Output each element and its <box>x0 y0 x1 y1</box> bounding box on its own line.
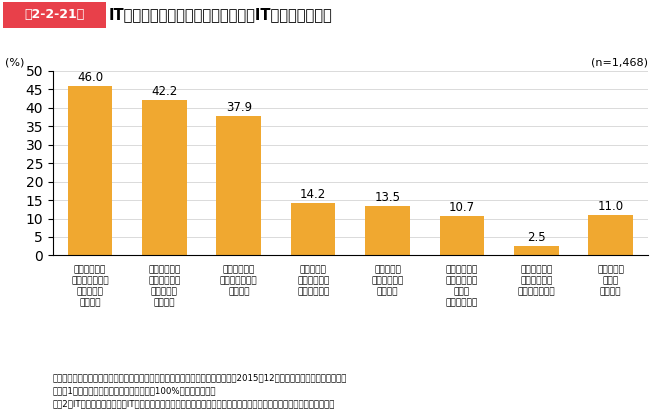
Bar <box>291 203 336 255</box>
FancyBboxPatch shape <box>3 2 106 28</box>
Bar <box>365 206 410 255</box>
Bar <box>588 215 633 255</box>
Text: 10.7: 10.7 <box>449 201 475 214</box>
Bar <box>67 86 112 255</box>
Text: 資料：中小企業庁委託「中小企業の成長と投資行動に関するアンケート調査」（2015年12月、（株）帝国データバンク）: 資料：中小企業庁委託「中小企業の成長と投資行動に関するアンケート調査」（2015… <box>53 373 347 382</box>
Bar <box>217 115 261 255</box>
Bar <box>142 100 186 255</box>
Text: 46.0: 46.0 <box>77 71 103 84</box>
Text: 2．IT投資を行っており、IT人材が「やや不足している」「とても不足している」と回答した企業を集計している。: 2．IT投資を行っており、IT人材が「やや不足している」「とても不足している」と… <box>53 399 335 408</box>
Text: 14.2: 14.2 <box>300 188 327 201</box>
Bar <box>440 216 484 255</box>
Bar <box>514 246 559 255</box>
Text: 第2-2-21図: 第2-2-21図 <box>24 8 85 21</box>
Text: 13.5: 13.5 <box>375 191 401 204</box>
Text: IT人材が不足している企業が抱えるIT人材育成の課題: IT人材が不足している企業が抱えるIT人材育成の課題 <box>109 7 333 22</box>
Text: （注）1．複数回答のため、合計は必ずしも100%にはならない。: （注）1．複数回答のため、合計は必ずしも100%にはならない。 <box>53 386 216 395</box>
Text: (n=1,468): (n=1,468) <box>591 57 648 67</box>
Text: (%): (%) <box>5 57 24 67</box>
Text: 42.2: 42.2 <box>151 85 178 98</box>
Text: 2.5: 2.5 <box>527 232 545 244</box>
Text: 11.0: 11.0 <box>598 200 624 213</box>
Text: 37.9: 37.9 <box>225 101 252 114</box>
